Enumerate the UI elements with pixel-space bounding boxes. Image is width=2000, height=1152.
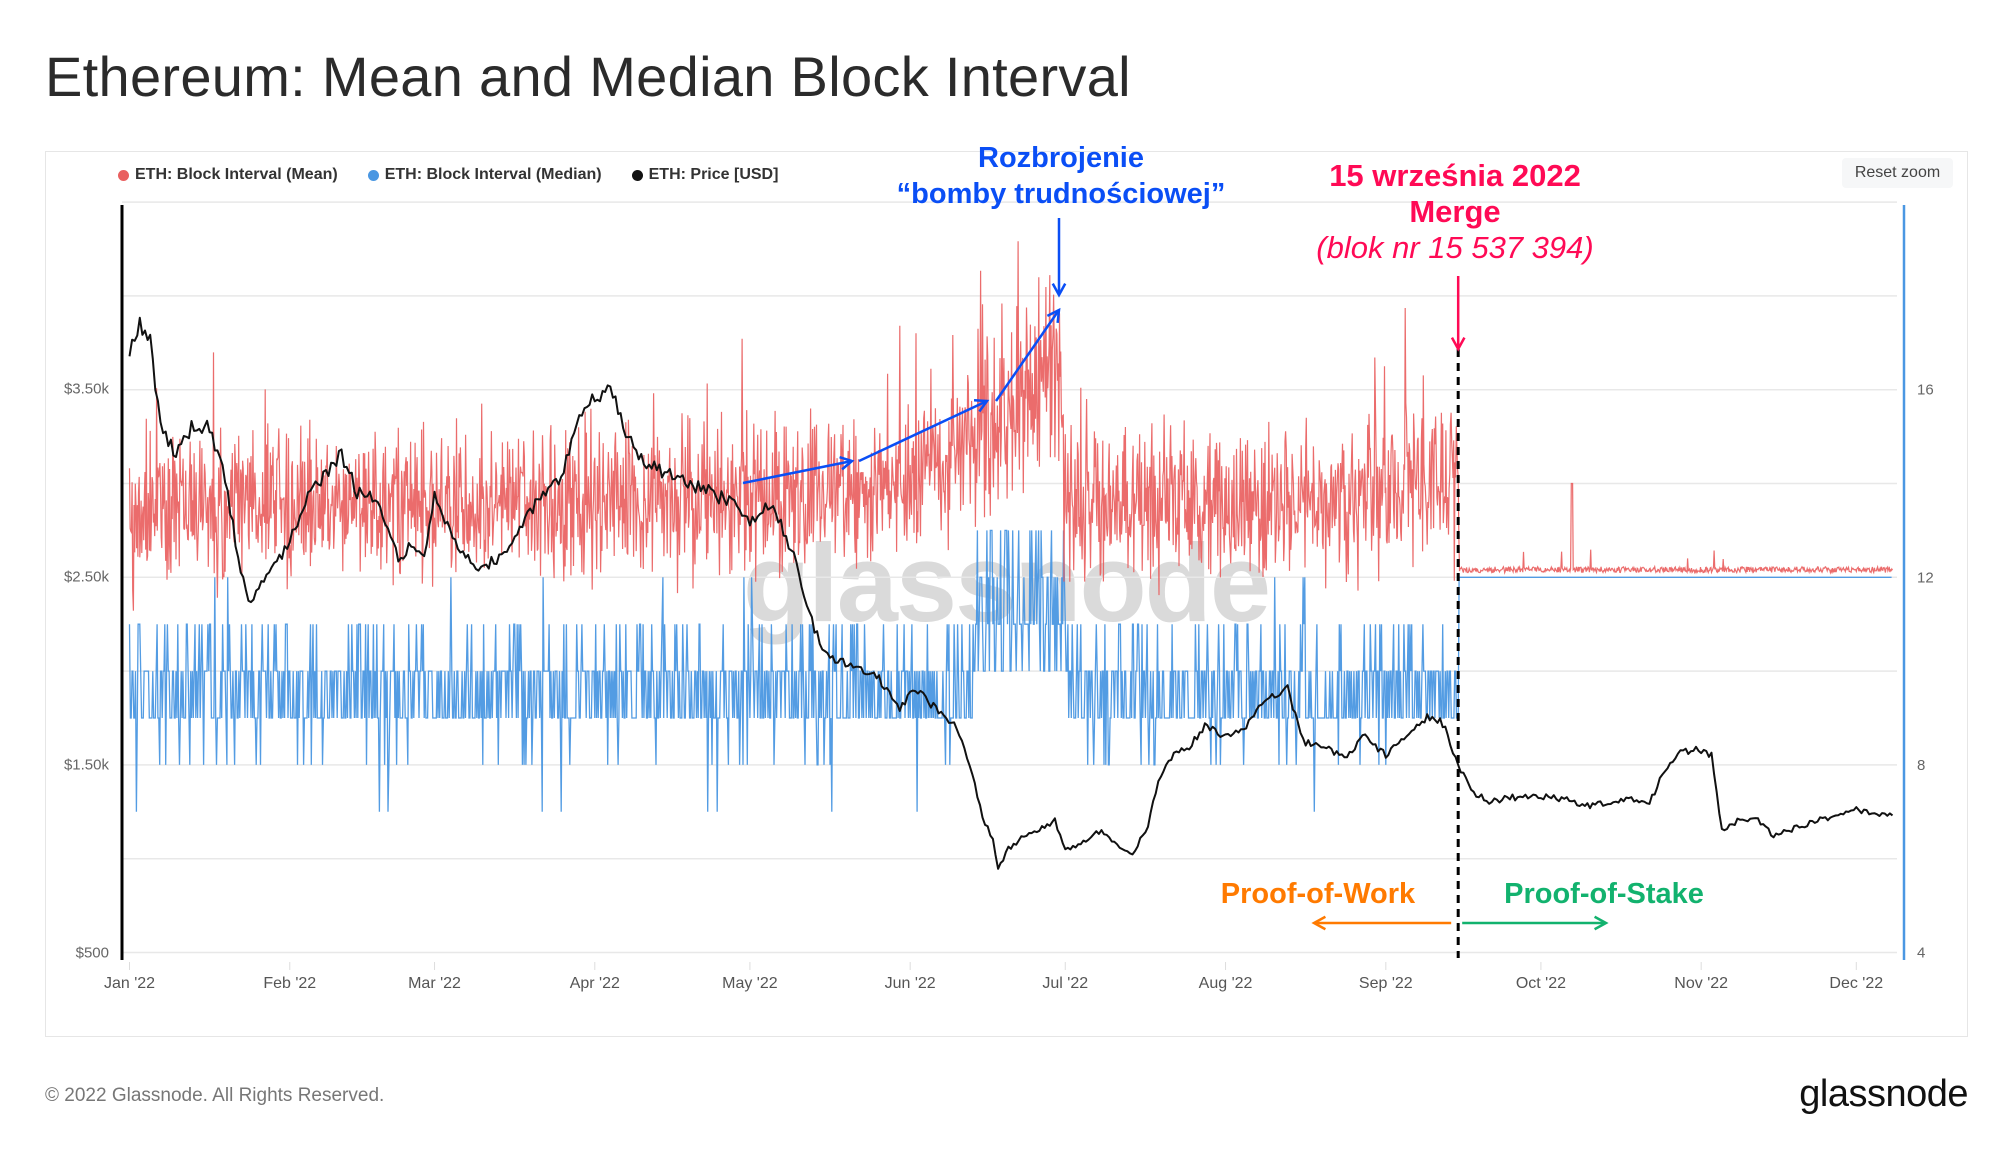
glassnode-logo[interactable]: glassnode: [1799, 1073, 1968, 1115]
x-tick-label: Jan '22: [104, 975, 155, 992]
y-right-tick-label: 16: [1917, 382, 1934, 399]
merge-down-arrow-head: [1450, 336, 1466, 352]
x-tick-label: Mar '22: [408, 975, 461, 992]
chart-card: [45, 151, 1968, 1037]
pos-label: Proof-of-Stake: [1504, 878, 1704, 910]
legend-label-price: ETH: Price [USD]: [648, 166, 779, 183]
x-tick-label: Jun '22: [885, 975, 936, 992]
bomb-annotation-line2: “bomby trudnościowej”: [896, 178, 1226, 210]
bomb-annotation: Rozbrojenie “bomby trudnościowej”: [897, 140, 1226, 212]
pow-arrow-head: [1311, 915, 1327, 931]
copyright: © 2022 Glassnode. All Rights Reserved.: [45, 1085, 385, 1106]
x-tick-label: Apr '22: [570, 975, 620, 992]
x-tick-label: Sep '22: [1359, 975, 1413, 992]
x-tick-label: May '22: [722, 975, 778, 992]
trend-arrow-1: [742, 459, 853, 485]
x-tick-label: Feb '22: [263, 975, 316, 992]
trend-arrow-3-head: [1046, 307, 1061, 324]
reset-zoom-button[interactable]: Reset zoom: [1842, 158, 1953, 188]
y-left-tick-label: $1.50k: [64, 757, 110, 774]
y-left-tick-label: $500: [76, 945, 109, 962]
pos-arrow-head: [1593, 915, 1609, 931]
legend-item-median[interactable]: ETH: Block Interval (Median): [367, 166, 602, 184]
bomb-down-arrow-head: [1051, 282, 1067, 298]
trend-arrow-1-head: [839, 455, 855, 471]
y-right-tick-label: 8: [1917, 757, 1925, 774]
y-left-tick-label: $2.50k: [64, 569, 110, 586]
price-series: [128, 316, 1894, 870]
legend-label-median: ETH: Block Interval (Median): [384, 166, 602, 183]
x-tick-label: Jul '22: [1042, 975, 1088, 992]
pow-label: Proof-of-Work: [1220, 878, 1416, 910]
chart-legend: ETH: Block Interval (Mean) ETH: Block In…: [118, 166, 778, 184]
merge-annotation-title: Merge: [1409, 194, 1501, 229]
bomb-annotation-line1: Rozbrojenie: [978, 142, 1144, 174]
legend-label-mean: ETH: Block Interval (Mean): [135, 166, 338, 183]
median-interval-series: [128, 529, 1892, 812]
legend-dot-median: [367, 169, 379, 181]
mean-interval-series: [128, 241, 1894, 611]
legend-dot-price: [631, 169, 643, 181]
legend-dot-mean: [118, 169, 129, 181]
trend-arrow-2-head: [973, 398, 990, 413]
trend-arrow-2: [858, 399, 988, 463]
page-title: Ethereum: Mean and Median Block Interval: [45, 45, 1131, 108]
x-tick-label: Nov '22: [1674, 975, 1728, 992]
trend-arrow-3: [994, 309, 1061, 402]
y-right-tick-label: 4: [1917, 945, 1925, 962]
x-tick-label: Aug '22: [1199, 975, 1253, 992]
merge-annotation-block: (blok nr 15 537 394): [1316, 230, 1594, 265]
legend-item-mean[interactable]: ETH: Block Interval (Mean): [118, 166, 338, 184]
y-right-tick-label: 12: [1917, 569, 1934, 586]
merge-annotation-date: 15 września 2022: [1329, 158, 1581, 193]
y-left-tick-label: $3.50k: [64, 381, 110, 398]
x-tick-label: Dec '22: [1829, 975, 1883, 992]
legend-item-price[interactable]: ETH: Price [USD]: [631, 166, 779, 184]
x-tick-label: Oct '22: [1516, 975, 1566, 992]
merge-annotation: 15 września 2022 Merge (blok nr 15 537 3…: [1316, 158, 1593, 266]
